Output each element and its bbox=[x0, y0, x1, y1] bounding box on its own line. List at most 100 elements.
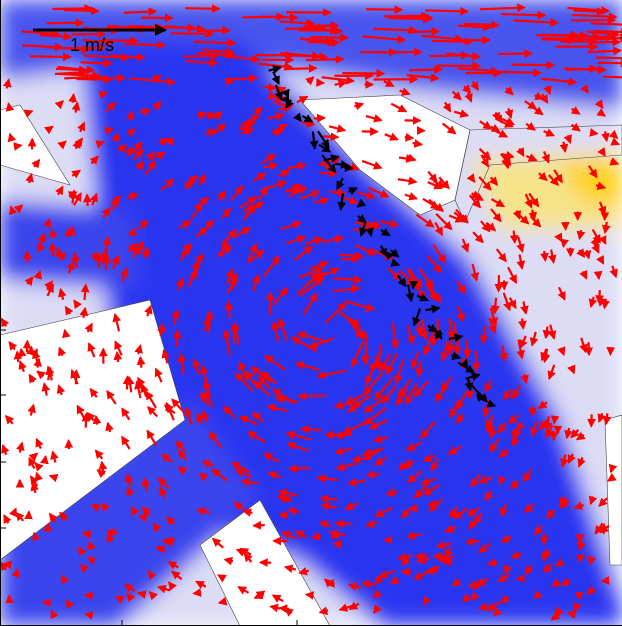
arrow bbox=[178, 449, 187, 461]
arrow bbox=[318, 143, 332, 153]
arrow bbox=[394, 359, 405, 385]
arrow bbox=[183, 51, 220, 61]
arrow bbox=[299, 424, 322, 434]
arrow bbox=[202, 316, 212, 332]
arrow bbox=[589, 128, 599, 137]
arrow bbox=[137, 219, 149, 231]
arrow bbox=[285, 430, 311, 441]
arrow bbox=[148, 590, 158, 601]
arrow bbox=[529, 331, 539, 347]
arrow bbox=[560, 454, 569, 468]
arrow bbox=[120, 267, 129, 282]
arrow bbox=[45, 44, 92, 54]
arrow bbox=[516, 236, 525, 254]
arrow bbox=[5, 102, 15, 112]
arrow bbox=[94, 449, 104, 460]
arrow bbox=[381, 384, 397, 404]
arrow bbox=[480, 220, 491, 233]
arrow bbox=[177, 352, 187, 375]
arrow bbox=[125, 110, 135, 121]
arrow bbox=[279, 18, 316, 28]
arrow bbox=[106, 389, 117, 405]
arrow bbox=[466, 507, 480, 517]
arrow bbox=[554, 558, 565, 567]
arrow bbox=[285, 183, 303, 193]
arrow bbox=[489, 307, 498, 327]
arrow bbox=[503, 564, 513, 575]
arrow bbox=[438, 554, 454, 563]
arrow bbox=[573, 7, 606, 16]
arrow bbox=[321, 234, 345, 244]
arrow bbox=[146, 429, 158, 447]
arrow bbox=[419, 420, 436, 439]
arrow bbox=[370, 352, 381, 373]
arrow bbox=[77, 546, 87, 557]
arrow bbox=[280, 220, 302, 231]
arrow bbox=[178, 220, 192, 230]
arrow bbox=[26, 345, 35, 356]
arrow bbox=[587, 555, 597, 566]
arrow bbox=[263, 452, 280, 463]
arrow bbox=[101, 502, 110, 512]
arrow bbox=[406, 153, 417, 163]
arrow bbox=[451, 351, 462, 361]
arrow bbox=[71, 169, 82, 179]
arrow bbox=[201, 410, 210, 423]
arrow bbox=[550, 415, 560, 425]
arrow bbox=[409, 65, 444, 74]
arrow bbox=[285, 98, 294, 109]
arrow bbox=[84, 611, 94, 620]
arrow bbox=[263, 255, 281, 277]
arrow bbox=[84, 322, 93, 333]
arrow bbox=[238, 415, 258, 426]
arrow bbox=[415, 361, 424, 378]
arrow bbox=[255, 590, 266, 599]
arrow bbox=[390, 102, 408, 113]
arrow bbox=[32, 531, 41, 542]
arrow bbox=[201, 460, 215, 469]
arrow bbox=[360, 579, 376, 589]
arrow bbox=[298, 566, 310, 576]
arrow bbox=[398, 458, 411, 471]
arrow bbox=[489, 176, 499, 186]
arrow bbox=[427, 170, 438, 183]
arrow bbox=[238, 120, 257, 129]
arrow bbox=[525, 564, 534, 576]
arrow bbox=[286, 235, 307, 245]
arrow bbox=[114, 595, 125, 604]
arrow bbox=[265, 291, 275, 316]
arrow bbox=[573, 501, 585, 510]
arrow bbox=[479, 3, 526, 13]
arrow bbox=[539, 418, 549, 431]
arrow bbox=[494, 114, 504, 124]
arrow bbox=[466, 173, 476, 183]
arrow bbox=[163, 404, 176, 415]
arrow bbox=[25, 172, 34, 184]
arrow bbox=[261, 153, 277, 164]
arrow bbox=[132, 148, 144, 161]
arrow bbox=[287, 161, 307, 171]
arrow bbox=[324, 302, 347, 325]
arrow bbox=[582, 249, 592, 260]
arrow bbox=[479, 120, 493, 130]
arrow bbox=[435, 213, 453, 231]
arrow bbox=[111, 132, 121, 142]
arrow bbox=[54, 100, 65, 110]
arrow bbox=[274, 84, 283, 101]
arrow bbox=[64, 6, 100, 16]
arrow bbox=[294, 361, 321, 371]
arrow bbox=[183, 175, 198, 188]
arrow bbox=[420, 318, 429, 341]
arrow bbox=[553, 169, 563, 184]
arrow bbox=[161, 453, 174, 464]
arrow bbox=[362, 35, 407, 44]
arrow bbox=[567, 364, 576, 375]
arrow bbox=[55, 185, 64, 196]
arrow bbox=[543, 85, 552, 96]
arrow bbox=[422, 453, 436, 463]
arrow bbox=[408, 503, 418, 513]
arrow bbox=[484, 379, 493, 393]
arrow bbox=[347, 582, 362, 591]
arrow bbox=[385, 353, 398, 376]
